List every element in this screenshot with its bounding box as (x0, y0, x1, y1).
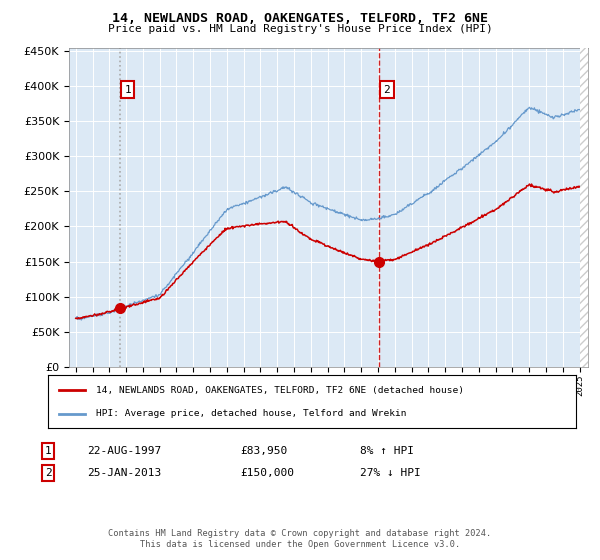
Text: 14, NEWLANDS ROAD, OAKENGATES, TELFORD, TF2 6NE: 14, NEWLANDS ROAD, OAKENGATES, TELFORD, … (112, 12, 488, 25)
Text: 1: 1 (44, 446, 52, 456)
Text: 22-AUG-1997: 22-AUG-1997 (87, 446, 161, 456)
Text: 27% ↓ HPI: 27% ↓ HPI (360, 468, 421, 478)
Text: £83,950: £83,950 (240, 446, 287, 456)
Bar (580, 48, 588, 367)
Text: 2: 2 (44, 468, 52, 478)
Text: 1: 1 (124, 85, 131, 95)
Text: 25-JAN-2013: 25-JAN-2013 (87, 468, 161, 478)
Text: 14, NEWLANDS ROAD, OAKENGATES, TELFORD, TF2 6NE (detached house): 14, NEWLANDS ROAD, OAKENGATES, TELFORD, … (95, 386, 464, 395)
Text: £150,000: £150,000 (240, 468, 294, 478)
Text: Price paid vs. HM Land Registry's House Price Index (HPI): Price paid vs. HM Land Registry's House … (107, 24, 493, 34)
Text: HPI: Average price, detached house, Telford and Wrekin: HPI: Average price, detached house, Telf… (95, 409, 406, 418)
Text: 2: 2 (383, 85, 390, 95)
Text: 8% ↑ HPI: 8% ↑ HPI (360, 446, 414, 456)
Text: Contains HM Land Registry data © Crown copyright and database right 2024.
This d: Contains HM Land Registry data © Crown c… (109, 529, 491, 549)
